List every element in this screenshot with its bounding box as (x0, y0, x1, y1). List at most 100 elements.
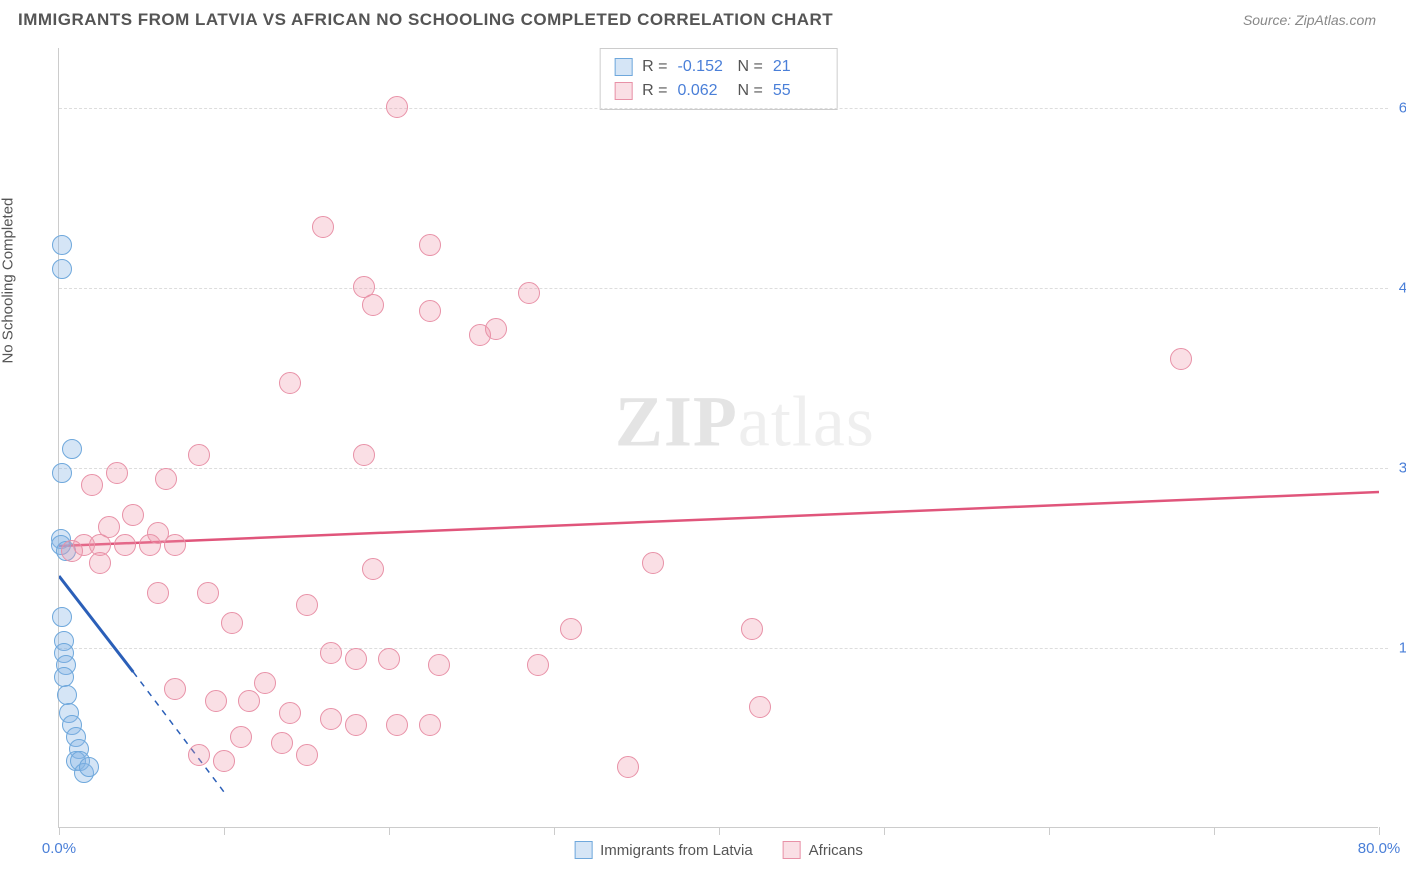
data-point (353, 444, 375, 466)
legend-label: Immigrants from Latvia (600, 842, 753, 859)
data-point (221, 612, 243, 634)
y-tick-label: 6.0% (1399, 100, 1406, 117)
data-point (320, 708, 342, 730)
stats-legend-row: R = 0.062 N = 55 (614, 79, 823, 103)
data-point (279, 372, 301, 394)
legend-swatch (614, 82, 632, 100)
x-tick (59, 827, 60, 835)
gridline (59, 648, 1388, 649)
legend-swatch (614, 58, 632, 76)
watermark-atlas: atlas (738, 381, 875, 461)
y-tick-label: 1.5% (1399, 640, 1406, 657)
data-point (164, 534, 186, 556)
data-point (52, 259, 72, 279)
data-point (386, 96, 408, 118)
stat-n-label: N = (738, 79, 763, 103)
legend-swatch (574, 841, 592, 859)
data-point (320, 642, 342, 664)
data-point (419, 714, 441, 736)
chart-container: No Schooling Completed ZIPatlas R =-0.15… (18, 48, 1376, 828)
data-point (518, 282, 540, 304)
x-tick (884, 827, 885, 835)
data-point (271, 732, 293, 754)
data-point (122, 504, 144, 526)
stat-r-value: -0.152 (678, 55, 728, 79)
data-point (362, 558, 384, 580)
data-point (642, 552, 664, 574)
data-point (296, 594, 318, 616)
stat-n-label: N = (738, 55, 763, 79)
legend-label: Africans (809, 842, 863, 859)
legend-item: Africans (783, 841, 863, 859)
plot-area: ZIPatlas R =-0.152N =21R =0.062N =55 Imm… (58, 48, 1378, 828)
data-point (164, 678, 186, 700)
data-point (205, 690, 227, 712)
source-attribution: Source: ZipAtlas.com (1243, 12, 1376, 28)
data-point (139, 534, 161, 556)
data-point (197, 582, 219, 604)
x-tick (719, 827, 720, 835)
data-point (419, 300, 441, 322)
gridline (59, 288, 1388, 289)
data-point (213, 750, 235, 772)
x-tick (554, 827, 555, 835)
data-point (147, 582, 169, 604)
data-point (527, 654, 549, 676)
data-point (106, 462, 128, 484)
data-point (560, 618, 582, 640)
x-tick (389, 827, 390, 835)
data-point (238, 690, 260, 712)
data-point (61, 540, 83, 562)
data-point (428, 654, 450, 676)
y-axis-label: No Schooling Completed (0, 198, 17, 364)
y-tick-label: 4.5% (1399, 280, 1406, 297)
legend-swatch (783, 841, 801, 859)
data-point (188, 744, 210, 766)
legend-item: Immigrants from Latvia (574, 841, 753, 859)
data-point (749, 696, 771, 718)
data-point (155, 468, 177, 490)
stat-n-value: 21 (773, 55, 823, 79)
data-point (312, 216, 334, 238)
watermark: ZIPatlas (615, 380, 875, 463)
bottom-legend: Immigrants from Latvia Africans (574, 841, 863, 859)
data-point (296, 744, 318, 766)
data-point (345, 714, 367, 736)
stat-r-value: 0.062 (678, 79, 728, 103)
data-point (62, 439, 82, 459)
x-tick (1049, 827, 1050, 835)
stat-n-value: 55 (773, 79, 823, 103)
data-point (188, 444, 210, 466)
data-point (741, 618, 763, 640)
stat-r-label: R = (642, 79, 667, 103)
data-point (57, 685, 77, 705)
data-point (254, 672, 276, 694)
stats-legend: R = -0.152 N = 21 R = 0.062 N = 55 (599, 48, 838, 110)
data-point (362, 294, 384, 316)
watermark-zip: ZIP (615, 381, 738, 461)
data-point (485, 318, 507, 340)
data-point (345, 648, 367, 670)
data-point (54, 667, 74, 687)
data-point (230, 726, 252, 748)
y-tick-label: 3.0% (1399, 460, 1406, 477)
data-point (419, 234, 441, 256)
header: IMMIGRANTS FROM LATVIA VS AFRICAN NO SCH… (0, 0, 1406, 38)
x-tick (224, 827, 225, 835)
data-point (386, 714, 408, 736)
data-point (279, 702, 301, 724)
data-point (617, 756, 639, 778)
data-point (52, 463, 72, 483)
data-point (114, 534, 136, 556)
data-point (52, 235, 72, 255)
stat-r-label: R = (642, 55, 667, 79)
data-point (1170, 348, 1192, 370)
data-point (81, 474, 103, 496)
x-tick-label: 80.0% (1358, 840, 1401, 857)
x-tick-label: 0.0% (42, 840, 76, 857)
stats-legend-row: R = -0.152 N = 21 (614, 55, 823, 79)
data-point (89, 552, 111, 574)
data-point (79, 757, 99, 777)
data-point (378, 648, 400, 670)
gridline (59, 108, 1388, 109)
